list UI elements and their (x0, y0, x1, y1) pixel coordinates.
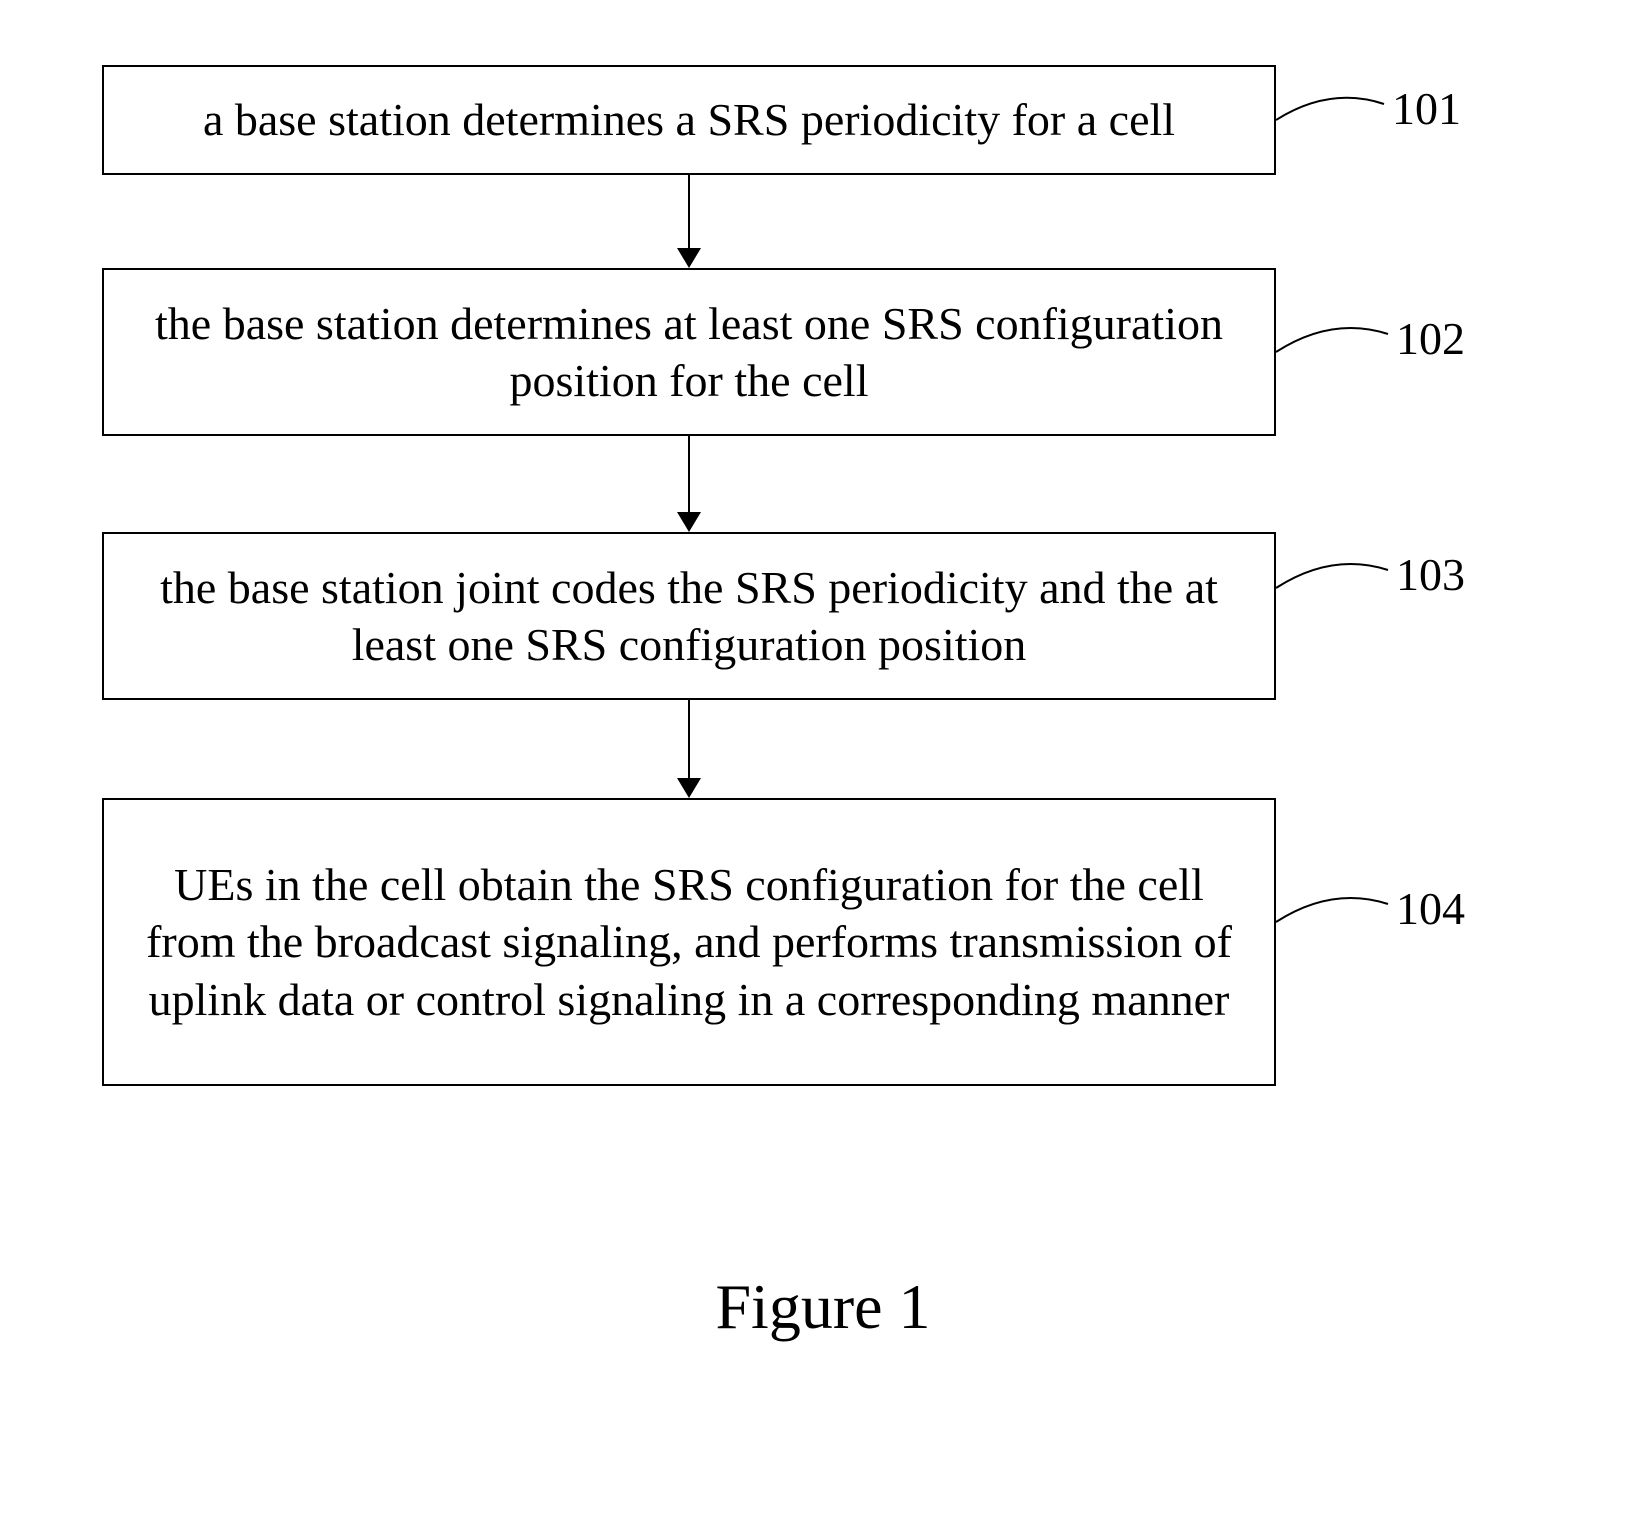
flowchart-arrowhead (677, 778, 701, 798)
flowchart-step-1: a base station determines a SRS periodic… (102, 65, 1276, 175)
flowchart-arrowhead (677, 248, 701, 268)
flowchart-step-2: the base station determines at least one… (102, 268, 1276, 436)
flowchart-arrowhead (677, 512, 701, 532)
flowchart-step-4: UEs in the cell obtain the SRS configura… (102, 798, 1276, 1086)
flowchart-step-label-3: 103 (1396, 548, 1465, 601)
callout-connector (1276, 894, 1392, 952)
flowchart-arrow (688, 175, 690, 248)
callout-connector (1276, 560, 1392, 618)
figure-caption: Figure 1 (0, 1270, 1646, 1344)
flowchart-step-text: a base station determines a SRS periodic… (203, 91, 1175, 149)
flowchart-canvas: a base station determines a SRS periodic… (0, 0, 1646, 1525)
flowchart-step-text: UEs in the cell obtain the SRS configura… (128, 856, 1250, 1029)
flowchart-arrow (688, 700, 690, 778)
flowchart-step-text: the base station determines at least one… (128, 295, 1250, 410)
flowchart-step-label-4: 104 (1396, 882, 1465, 935)
flowchart-step-text: the base station joint codes the SRS per… (128, 559, 1250, 674)
flowchart-arrow (688, 436, 690, 512)
callout-connector (1276, 324, 1392, 382)
flowchart-step-label-1: 101 (1392, 82, 1461, 135)
callout-connector (1276, 94, 1388, 150)
flowchart-step-3: the base station joint codes the SRS per… (102, 532, 1276, 700)
flowchart-step-label-2: 102 (1396, 312, 1465, 365)
